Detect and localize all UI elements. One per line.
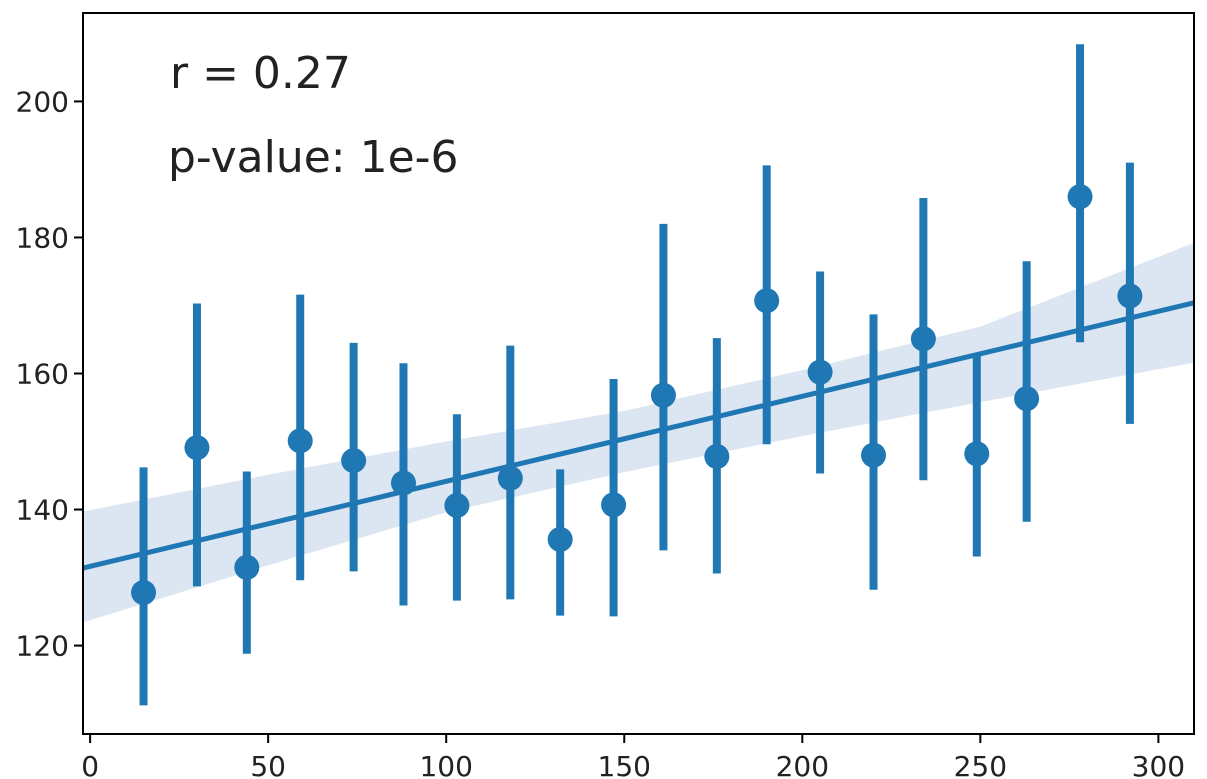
y-axis-ticks: 120 140 160 180 200 — [16, 85, 83, 663]
data-point — [704, 443, 730, 469]
x-tick-label: 150 — [598, 750, 651, 779]
x-tick-label: 0 — [81, 750, 99, 779]
annotation-p-value: p-value: 1e-6 — [168, 132, 459, 183]
data-point — [1014, 386, 1040, 412]
data-point — [131, 580, 157, 606]
data-point — [1117, 283, 1143, 309]
regression-line-layer — [82, 300, 1195, 571]
x-tick-label: 50 — [250, 750, 286, 779]
x-tick-label: 100 — [419, 750, 472, 779]
x-tick-label: 300 — [1132, 750, 1185, 779]
y-tick-label: 200 — [16, 85, 69, 118]
data-point — [341, 448, 367, 474]
x-axis-ticks: 0 50 100 150 200 250 300 — [81, 734, 1185, 779]
data-point — [807, 359, 833, 385]
confidence-band — [83, 242, 1194, 623]
data-point — [287, 428, 313, 454]
data-point — [184, 435, 210, 461]
annotation-r: r = 0.27 — [170, 48, 351, 99]
data-point — [910, 326, 936, 352]
confidence-band-layer — [83, 242, 1194, 623]
x-tick-label: 250 — [954, 750, 1007, 779]
data-point — [390, 470, 416, 496]
data-point — [547, 526, 573, 552]
data-point — [861, 442, 887, 468]
data-point — [444, 492, 470, 518]
points-layer — [131, 184, 1143, 606]
y-tick-label: 180 — [16, 221, 69, 254]
data-point — [234, 554, 260, 580]
data-point — [754, 288, 780, 314]
regression-line — [82, 300, 1195, 571]
data-point — [497, 465, 523, 491]
x-tick-label: 200 — [776, 750, 829, 779]
data-point — [650, 382, 676, 408]
data-point — [601, 492, 627, 518]
y-tick-label: 160 — [16, 358, 69, 391]
data-point — [1067, 184, 1093, 210]
data-point — [964, 441, 990, 467]
y-tick-label: 120 — [16, 630, 69, 663]
y-tick-label: 140 — [16, 494, 69, 527]
